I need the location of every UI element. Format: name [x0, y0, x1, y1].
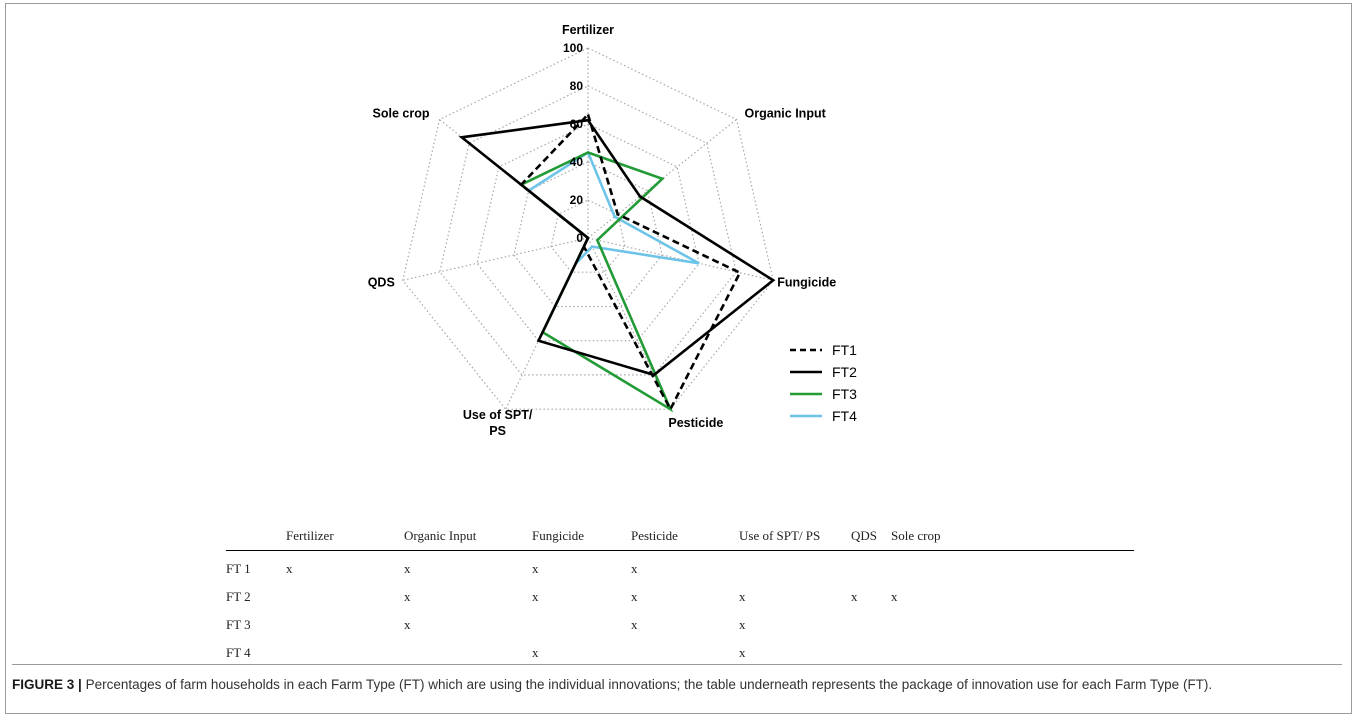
table-cell: x	[739, 589, 746, 604]
axis-label: Sole crop	[373, 107, 430, 121]
table-cell: x	[739, 617, 746, 632]
table-header-cell	[226, 524, 286, 551]
grid-ring	[402, 47, 774, 410]
series-line-ft2	[458, 118, 776, 377]
table-row: FT 4 x x	[226, 639, 1134, 667]
table-header-cell: QDS	[851, 524, 891, 551]
table-cell: FT 4	[226, 645, 251, 660]
innovation-package-table: Fertilizer Organic Input Fungicide Pesti…	[226, 524, 1134, 667]
table-cell	[286, 639, 404, 667]
table-cell	[891, 639, 1134, 667]
table-cell: x	[532, 645, 539, 660]
table-cell	[532, 611, 631, 639]
table-row: FT 3 x x x	[226, 611, 1134, 639]
radar-axis-labels: Fertilizer Organic Input Fungicide Pesticid…	[368, 23, 837, 438]
table-cell	[739, 551, 851, 584]
table-cell: x	[631, 617, 638, 632]
table-cell: x	[739, 645, 746, 660]
figure-label: FIGURE 3 |	[12, 677, 82, 692]
table-cell	[851, 639, 891, 667]
axis-label: QDS	[368, 275, 395, 289]
grid-ring	[439, 85, 737, 376]
axis-label: Fungicide	[777, 275, 836, 289]
table-header-cell: Fungicide	[532, 524, 631, 551]
legend-label-ft4: FT4	[832, 408, 857, 424]
chart-legend: FT1 FT2 FT3 FT4	[790, 342, 857, 424]
table-cell: x	[891, 589, 898, 604]
figure-frame	[5, 3, 1352, 714]
table-cell: x	[404, 617, 411, 632]
radar-tick-labels: 0 20 40 60 80 100	[563, 41, 583, 245]
table-cell: x	[631, 561, 638, 576]
radar-chart: 0 20 40 60 80 100 Fertilizer Organic Input Fung…	[368, 23, 857, 438]
table-cell: x	[851, 589, 858, 604]
legend-label-ft2: FT2	[832, 364, 857, 380]
table-cell: FT 1	[226, 561, 251, 576]
table-cell	[891, 611, 1134, 639]
table-cell: FT 3	[226, 617, 251, 632]
caption-text: Percentages of farm households in each F…	[85, 677, 1213, 692]
table-cell: x	[532, 589, 539, 604]
table-cell: x	[631, 589, 638, 604]
table-row: FT 2 x x x x x x	[226, 583, 1134, 611]
axis-label: Organic Input	[745, 107, 827, 121]
table-header-cell: Pesticide	[631, 524, 739, 551]
table-header-cell: Fertilizer	[286, 524, 404, 551]
table-cell: x	[404, 589, 411, 604]
table-row: FT 1 x x x x	[226, 551, 1134, 584]
table-header-row: Fertilizer Organic Input Fungicide Pesti…	[226, 524, 1134, 551]
table-cell	[286, 611, 404, 639]
radial-tick-label: 20	[570, 193, 584, 207]
legend-label-ft1: FT1	[832, 342, 857, 358]
radial-tick-label: 60	[570, 117, 584, 131]
radial-tick-label: 40	[570, 155, 584, 169]
legend-label-ft3: FT3	[832, 386, 857, 402]
figure-caption: FIGURE 3 | Percentages of farm household…	[12, 664, 1342, 694]
grid-ring	[550, 199, 626, 273]
table-cell: x	[404, 561, 411, 576]
series-line-ft1	[519, 111, 742, 413]
table-header-cell: Sole crop	[891, 524, 1134, 551]
axis-label: Use of SPT/PS	[463, 408, 533, 438]
axis-label: Fertilizer	[562, 23, 614, 37]
table-cell	[286, 583, 404, 611]
table-cell	[851, 551, 891, 584]
table-cell	[404, 639, 532, 667]
grid-spoke	[587, 237, 774, 281]
grid-ring	[476, 123, 700, 342]
axis-label: Pesticide	[668, 416, 723, 430]
table-cell: x	[286, 561, 293, 576]
radial-tick-label: 80	[570, 79, 584, 93]
series-line-ft3	[518, 151, 674, 413]
radial-tick-label: 0	[576, 231, 583, 245]
table-header-cell: Use of SPT/ PS	[739, 524, 851, 551]
radar-series	[458, 111, 776, 413]
table-cell	[631, 639, 739, 667]
radial-tick-label: 100	[563, 41, 583, 55]
table-header-cell: Organic Input	[404, 524, 532, 551]
table-cell: FT 2	[226, 589, 251, 604]
table-cell	[891, 551, 1134, 584]
table-cell: x	[532, 561, 539, 576]
grid-spoke	[402, 237, 589, 281]
table-cell	[851, 611, 891, 639]
grid-ring	[513, 161, 663, 308]
